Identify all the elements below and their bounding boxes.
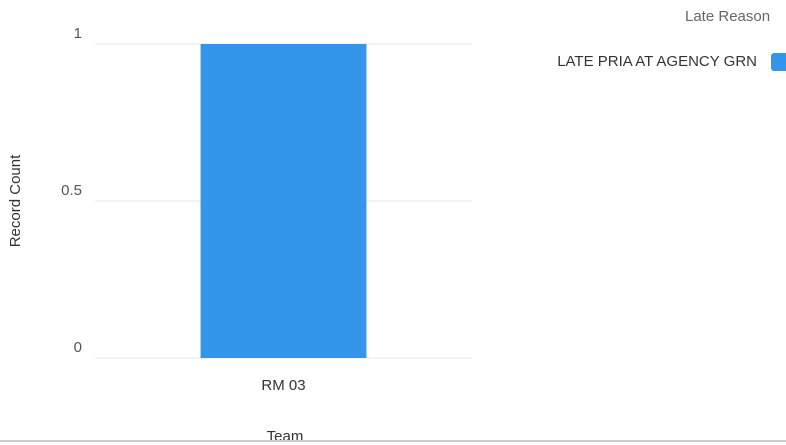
y-tick-label: 0 (74, 339, 82, 356)
y-tick-label: 1 (74, 25, 82, 42)
y-tick-label: 0.5 (61, 182, 82, 199)
x-tick-label: RM 03 (261, 377, 305, 394)
x-axis-label: Team (267, 428, 304, 445)
legend-label: LATE PRIA AT AGENCY GRN (557, 53, 757, 70)
bar (200, 44, 367, 358)
legend-title: Late Reason (685, 8, 770, 25)
legend-swatch (771, 53, 786, 71)
y-axis-label: Record Count (7, 154, 24, 247)
